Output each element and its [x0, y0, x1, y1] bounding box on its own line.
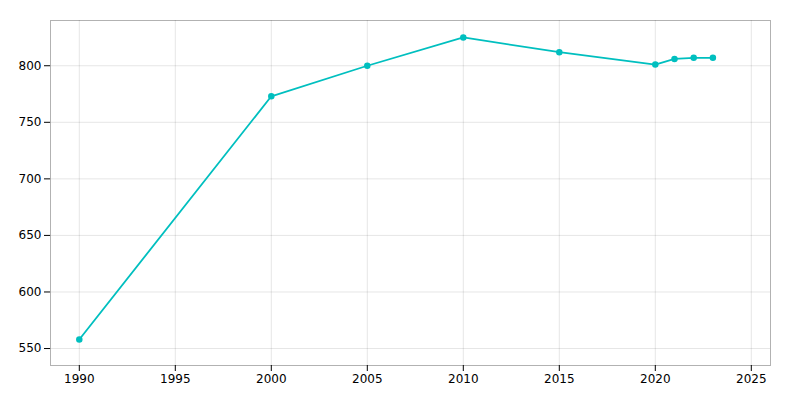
- svg-text:550: 550: [19, 341, 42, 355]
- svg-text:2020: 2020: [640, 372, 671, 386]
- svg-text:2025: 2025: [736, 372, 767, 386]
- svg-text:750: 750: [19, 115, 42, 129]
- svg-text:800: 800: [19, 59, 42, 73]
- svg-text:1990: 1990: [64, 372, 95, 386]
- svg-text:650: 650: [19, 228, 42, 242]
- svg-text:2005: 2005: [352, 372, 383, 386]
- svg-text:2000: 2000: [256, 372, 287, 386]
- svg-text:600: 600: [19, 285, 42, 299]
- svg-text:2015: 2015: [544, 372, 575, 386]
- svg-text:700: 700: [19, 172, 42, 186]
- svg-text:2010: 2010: [448, 372, 479, 386]
- svg-text:1995: 1995: [160, 372, 191, 386]
